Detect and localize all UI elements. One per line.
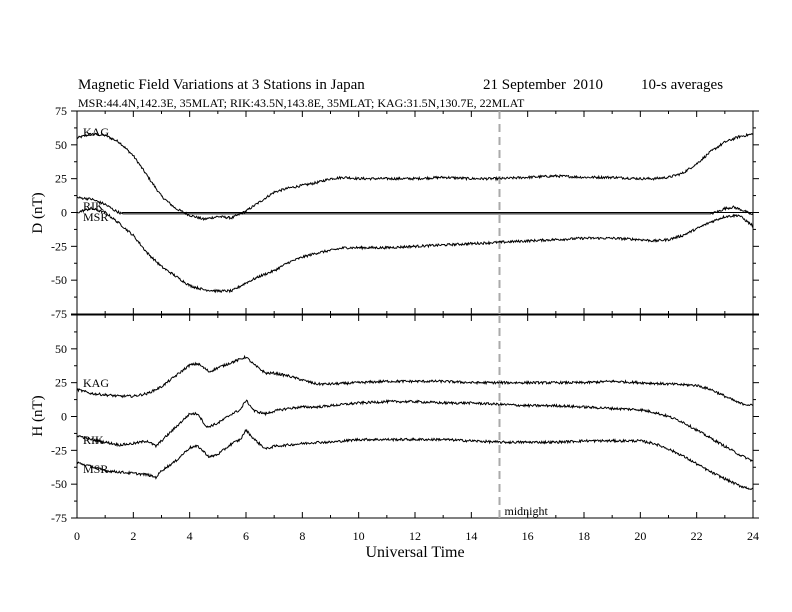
x-tick-label: 14 [465, 529, 477, 543]
y-tick-label: -25 [51, 239, 67, 253]
series-line-kag [76, 354, 754, 407]
midnight-label: midnight [505, 504, 549, 518]
y-tick-label: 0 [61, 206, 67, 220]
series-label-kag: KAG [83, 125, 109, 139]
series-label-msr: MSR [83, 462, 108, 476]
y-tick-label: 25 [55, 376, 67, 390]
station-coordinates: MSR:44.4N,142.3E, 35MLAT; RIK:43.5N,143.… [78, 96, 525, 110]
y-tick-label: -50 [51, 273, 67, 287]
bottom-y-axis-label: H (nT) [30, 395, 46, 436]
y-tick-label: -50 [51, 477, 67, 491]
y-tick-label: -25 [51, 443, 67, 457]
x-tick-label: 2 [130, 529, 136, 543]
x-tick-label: 16 [522, 529, 534, 543]
x-axis-label: Universal Time [365, 544, 464, 561]
series-line-rik [76, 399, 754, 463]
series-line-msr [76, 206, 754, 294]
x-tick-label: 6 [243, 529, 249, 543]
x-tick-label: 0 [74, 529, 80, 543]
chart-date: 21 September [483, 77, 566, 93]
series-line-rik [77, 196, 754, 216]
y-tick-label: -75 [51, 511, 67, 525]
series-line-kag [76, 132, 754, 222]
chart-year: 2010 [573, 77, 603, 93]
top-y-axis-label: D (nT) [30, 192, 46, 233]
x-tick-label: 4 [187, 529, 193, 543]
series-label-rik: RIK [83, 433, 104, 447]
y-tick-label: 25 [55, 172, 67, 186]
x-tick-label: 10 [353, 529, 365, 543]
x-tick-label: 18 [578, 529, 590, 543]
y-tick-label: -75 [51, 307, 67, 321]
series-label-kag: KAG [83, 376, 109, 390]
x-tick-label: 8 [299, 529, 305, 543]
series-line-msr [76, 428, 754, 491]
y-tick-label: 75 [55, 104, 67, 118]
panel-frame [76, 314, 754, 519]
chart-averaging: 10-s averages [641, 77, 723, 93]
y-tick-label: 50 [55, 342, 67, 356]
chart-title: Magnetic Field Variations at 3 Stations … [78, 77, 365, 93]
series-label-msr: MSR [83, 210, 108, 224]
x-tick-label: 20 [634, 529, 646, 543]
x-tick-label: 24 [747, 529, 759, 543]
x-tick-label: 12 [409, 529, 421, 543]
x-tick-label: 22 [691, 529, 703, 543]
y-tick-label: 0 [61, 410, 67, 424]
y-tick-label: 50 [55, 138, 67, 152]
